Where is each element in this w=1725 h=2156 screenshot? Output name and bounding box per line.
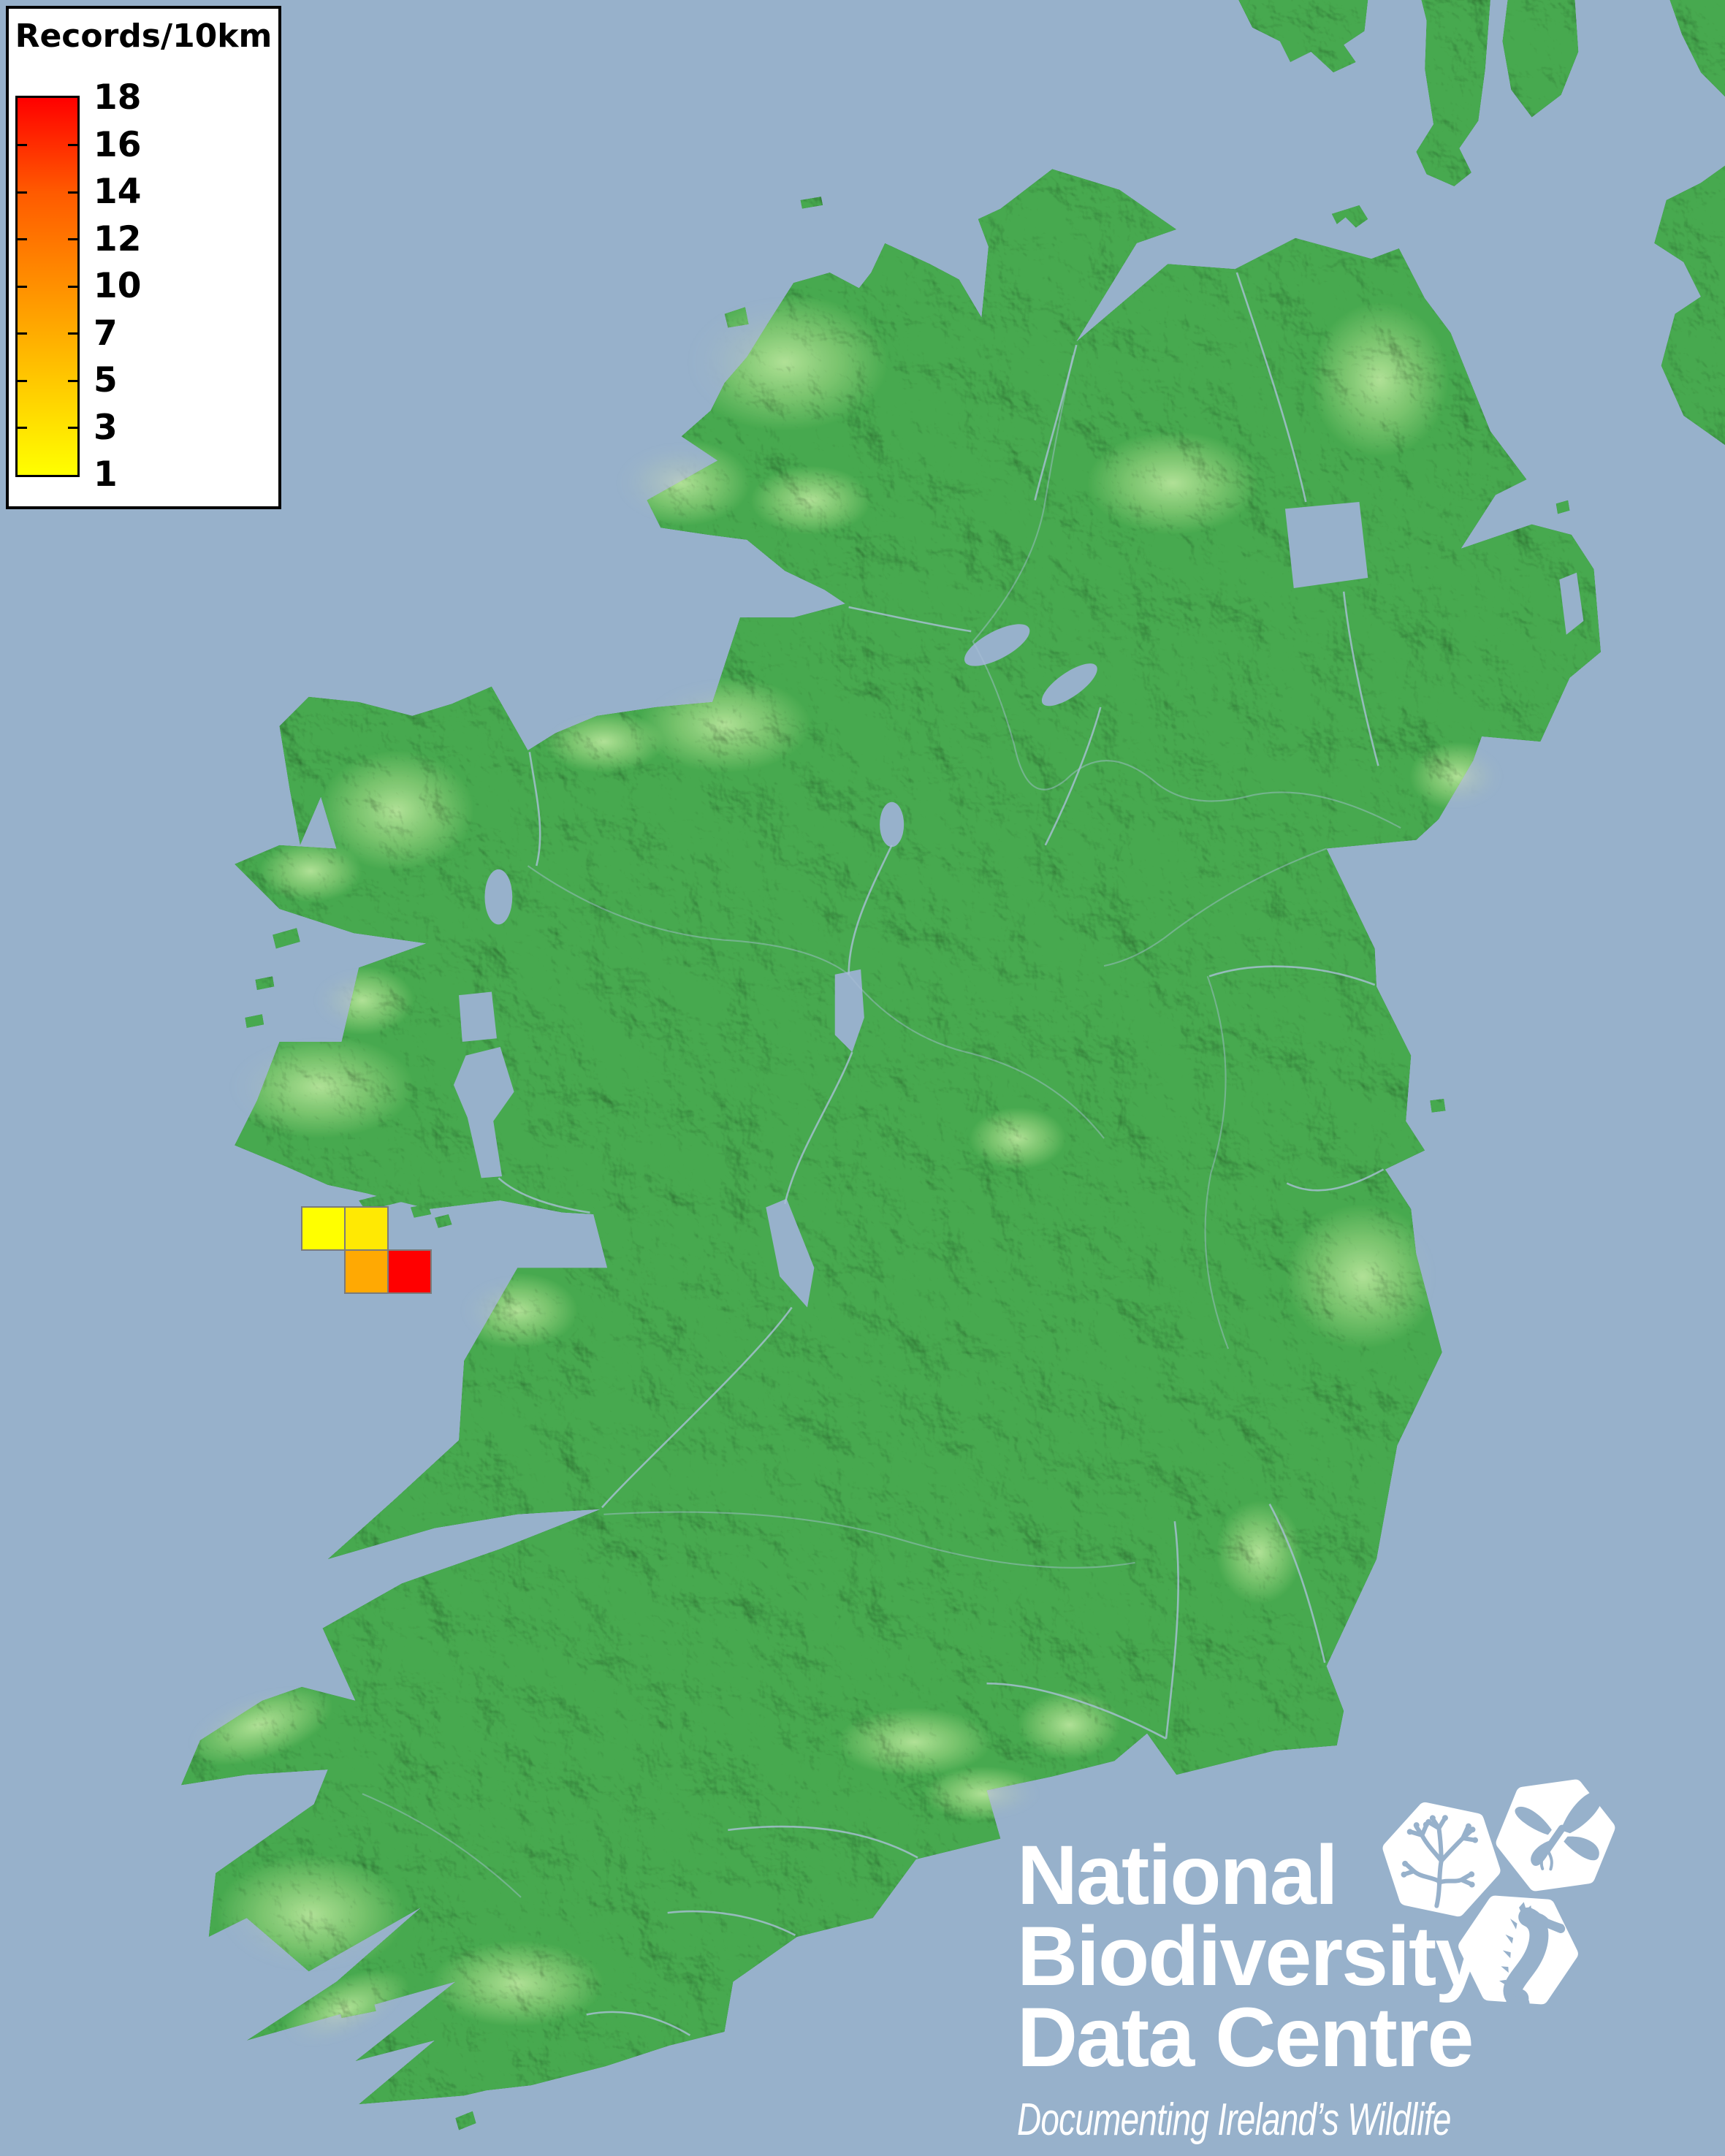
- legend-tick: [18, 191, 27, 194]
- record-grid-cell[interactable]: [301, 1206, 346, 1251]
- legend-tick: [68, 144, 77, 146]
- landmass-ireland: [180, 169, 1602, 2105]
- lakes: [453, 501, 1584, 1308]
- legend: Records/10km 18 16 14 12 10 7 5 3 1: [6, 6, 281, 509]
- county-boundaries: [362, 355, 1401, 1898]
- legend-tick: [68, 191, 77, 194]
- legend-tick: [68, 285, 77, 288]
- legend-tick: [68, 427, 77, 429]
- logo-line-3: Data Centre: [1017, 1991, 1474, 2084]
- upland-highlights: [184, 293, 1507, 2049]
- legend-tick-label: 3: [94, 407, 118, 448]
- nbdc-logo-text: National Biodiversity Data Centre: [1017, 1829, 1482, 2084]
- legend-tick: [18, 332, 27, 335]
- legend-title: Records/10km: [15, 18, 273, 55]
- legend-labels: 18 16 14 12 10 7 5 3 1: [94, 77, 181, 495]
- record-grid-cell[interactable]: [344, 1249, 389, 1294]
- nbdc-logo-mark: [1382, 1779, 1615, 2014]
- legend-tick: [68, 238, 77, 240]
- legend-tick-label: 7: [94, 313, 118, 354]
- tree-icon: [1401, 1815, 1479, 1908]
- legend-tick: [18, 379, 27, 382]
- legend-tick: [18, 427, 27, 429]
- butterfly-icon: [1515, 1791, 1603, 1871]
- seahorse-icon: [1499, 1902, 1566, 2014]
- legend-tick-label: 14: [94, 172, 142, 212]
- legend-tick-label: 18: [94, 77, 142, 118]
- legend-tick: [18, 285, 27, 288]
- legend-tick-label: 1: [94, 454, 118, 495]
- legend-tick: [18, 144, 27, 146]
- logo-line-2: Biodiversity: [1017, 1910, 1482, 2003]
- logo-line-1: National: [1017, 1829, 1339, 1922]
- legend-tick-label: 12: [94, 218, 142, 259]
- legend-tick-label: 5: [94, 360, 118, 400]
- legend-tick: [18, 238, 27, 240]
- record-grid-cell[interactable]: [387, 1249, 432, 1294]
- logo-tagline: Documenting Ireland’s Wildlife: [1017, 2095, 1451, 2145]
- legend-tick-label: 10: [94, 266, 142, 306]
- legend-gradient-bar: [15, 96, 80, 477]
- river-lines: [498, 272, 1385, 2036]
- landmass-scotland: [1238, 0, 1725, 446]
- record-grid-cell[interactable]: [344, 1206, 389, 1251]
- legend-tick: [68, 332, 77, 335]
- legend-tick: [68, 379, 77, 382]
- legend-tick-label: 16: [94, 124, 142, 165]
